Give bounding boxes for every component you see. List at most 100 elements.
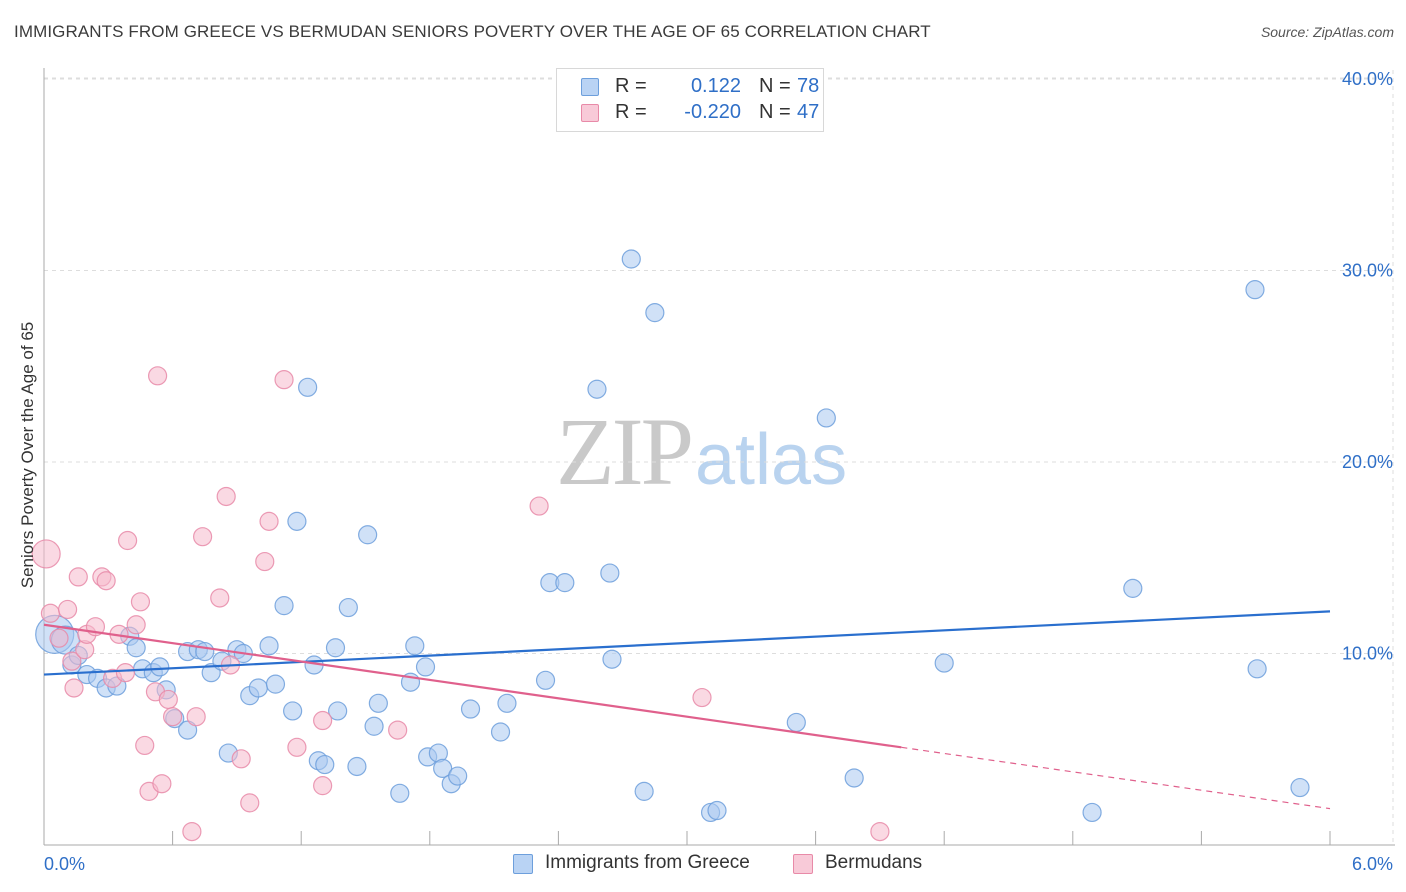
bermudan-point xyxy=(287,737,307,757)
greece-point xyxy=(178,720,198,740)
bermudan-point xyxy=(49,628,69,648)
greece-point xyxy=(490,722,511,742)
bermudan-point xyxy=(274,370,294,390)
y-tick-label: 30.0% xyxy=(1342,261,1393,281)
legend-r-value: 0.122 xyxy=(690,75,741,97)
greece-point xyxy=(934,653,954,673)
greece-point xyxy=(347,756,367,777)
axis-layer xyxy=(43,68,1395,846)
greece-point xyxy=(1082,802,1102,823)
bottom-legend-label: Immigrants from Greece xyxy=(545,852,750,873)
greece-point xyxy=(287,511,307,531)
bermudan-point xyxy=(158,689,178,710)
bottom-legend-label: Bermudans xyxy=(825,852,923,873)
bermudan-point xyxy=(135,735,155,756)
greece-point xyxy=(1123,578,1143,598)
bermudan-point xyxy=(152,774,172,794)
bermudan-point xyxy=(147,366,168,386)
bermudan-point xyxy=(216,486,236,507)
greece-point xyxy=(298,377,318,397)
legend-swatch-pink xyxy=(581,104,599,122)
greece-point xyxy=(707,800,727,821)
bottom-legend-swatch-blue xyxy=(513,854,533,874)
greece-point xyxy=(274,596,294,616)
greece-point xyxy=(328,701,348,721)
greece-point xyxy=(390,783,410,803)
greece-point xyxy=(535,670,556,690)
bermudan-point xyxy=(210,588,230,608)
bermudan-point xyxy=(64,678,84,698)
bermudan-points xyxy=(31,366,890,842)
bermudan-point xyxy=(692,687,712,708)
greece-point xyxy=(126,638,146,658)
legend-r-label: R = xyxy=(615,75,647,97)
bermudan-point xyxy=(57,599,78,620)
legend-n-label: N = xyxy=(759,75,791,97)
greece-point xyxy=(816,408,836,428)
y-tick-label: 40.0% xyxy=(1342,69,1393,89)
bermudan-point xyxy=(186,707,206,727)
greece-point xyxy=(448,766,468,786)
greece-point xyxy=(415,657,436,677)
greece-point xyxy=(786,712,806,733)
legend-n-value: 78 xyxy=(797,75,820,97)
grid-layer xyxy=(44,70,1395,845)
greece-point xyxy=(602,649,622,669)
greece-point xyxy=(283,701,303,721)
greece-point xyxy=(358,525,378,545)
greece-point xyxy=(248,678,268,698)
watermark-atlas: atlas xyxy=(695,420,848,500)
greece-point xyxy=(368,693,388,713)
x-tick-label: 6.0% xyxy=(1352,854,1393,874)
greece-point xyxy=(645,303,665,323)
greece-point xyxy=(1245,280,1265,300)
bermudan-point xyxy=(529,496,549,516)
bottom-legend-swatch-pink xyxy=(793,854,813,874)
greece-point xyxy=(325,638,346,658)
x-tick-label: 0.0% xyxy=(44,854,85,874)
greece-point xyxy=(433,758,453,779)
greece-point xyxy=(1290,777,1310,798)
legend-n-value: 47 xyxy=(797,101,820,123)
bermudan-point xyxy=(126,615,146,635)
trend-line-dashed xyxy=(901,746,1331,810)
bermudan-point xyxy=(313,710,333,731)
greece-point xyxy=(364,716,384,736)
bermudan-point xyxy=(240,793,260,813)
greece-point xyxy=(621,249,641,269)
greece-point xyxy=(1247,659,1267,679)
bermudan-point xyxy=(255,551,275,572)
watermark: ZIPatlas xyxy=(556,396,847,507)
greece-point xyxy=(460,699,481,719)
bermudan-point xyxy=(182,821,202,842)
greece-point xyxy=(315,754,335,775)
chart-title: IMMIGRANTS FROM GREECE VS BERMUDAN SENIO… xyxy=(14,22,931,41)
greece-point xyxy=(338,597,358,618)
bermudan-point xyxy=(68,567,88,587)
bermudan-point xyxy=(163,707,183,727)
bermudan-point xyxy=(115,663,136,683)
greece-point xyxy=(600,563,620,583)
bermudan-point xyxy=(259,511,279,531)
greece-point xyxy=(497,693,517,713)
tick-labels: 10.0% 20.0% 30.0% 40.0% 0.0% 6.0% xyxy=(44,69,1393,874)
source-credit: Source: ZipAtlas.com xyxy=(1260,24,1394,40)
greece-points xyxy=(35,249,1310,823)
legend-r-value: -0.220 xyxy=(684,101,741,123)
bermudan-point xyxy=(231,749,251,769)
bermudan-point xyxy=(130,592,151,612)
watermark-zip: ZIP xyxy=(556,398,694,505)
greece-point xyxy=(195,641,215,662)
greece-point xyxy=(555,573,575,593)
legend-swatch-blue xyxy=(581,78,599,96)
bermudan-point xyxy=(117,530,138,551)
trend-line-solid xyxy=(43,610,1331,676)
bermudan-point xyxy=(870,821,890,842)
legend-n-label: N = xyxy=(759,101,791,123)
greece-point xyxy=(844,768,864,788)
greece-point xyxy=(587,379,607,399)
greece-point xyxy=(259,636,279,656)
y-axis-label: Seniors Poverty Over the Age of 65 xyxy=(18,321,37,589)
bermudan-point xyxy=(40,603,61,623)
